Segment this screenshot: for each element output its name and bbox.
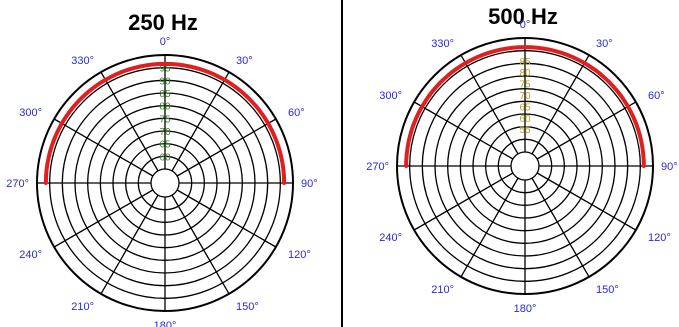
angle-tick-label: 60° [288, 107, 305, 119]
grid-spoke [536, 101, 637, 160]
grid-spoke [53, 118, 154, 177]
radial-tick-label: 60 [519, 114, 531, 125]
angle-tick-label: 150° [596, 284, 619, 296]
grid-spoke [171, 194, 230, 295]
radial-tick-label: 70 [159, 127, 171, 138]
grid-spoke [176, 189, 277, 248]
angle-tick-label: 90° [661, 161, 678, 173]
grid-spoke [531, 177, 590, 278]
radial-tick-label: 60 [159, 152, 171, 163]
radial-tick-label: 85 [159, 89, 171, 100]
radial-tick-label: 65 [159, 140, 171, 151]
radial-tick-label: 85 [519, 57, 531, 68]
grid-spoke [100, 71, 159, 172]
angle-tick-label: 0° [160, 36, 171, 48]
angle-tick-label: 270° [366, 161, 389, 173]
angle-tick-label: 300° [379, 90, 402, 102]
radial-tick-label: 55 [519, 125, 531, 136]
grid-spoke [536, 172, 637, 231]
grid-spoke [176, 118, 277, 177]
angle-tick-label: 30° [596, 38, 613, 50]
panel-divider [341, 0, 343, 327]
angle-tick-label: 210° [71, 301, 94, 313]
angle-tick-label: 90° [301, 178, 318, 190]
angle-tick-label: 150° [236, 301, 259, 313]
grid-spoke [100, 194, 159, 295]
grid-spoke [413, 101, 514, 160]
series-curve [404, 45, 646, 168]
angle-tick-label: 240° [379, 232, 402, 244]
grid-spoke [460, 54, 519, 155]
radial-tick-label: 75 [159, 114, 171, 125]
radial-tick-label: 95 [159, 64, 171, 75]
grid-spoke [460, 177, 519, 278]
series-curve [43, 61, 287, 185]
radial-tick-label: 80 [519, 68, 531, 79]
radial-tick-label: 80 [159, 102, 171, 113]
chart-title-250hz: 250 Hz [128, 10, 198, 35]
angle-tick-label: 180° [514, 303, 537, 315]
radial-tick-label: 75 [519, 80, 531, 91]
angle-tick-label: 240° [19, 249, 42, 261]
angle-tick-label: 120° [648, 232, 671, 244]
grid-spoke [531, 54, 590, 155]
chart-title-500hz: 500 Hz [488, 4, 558, 29]
grid-spoke [413, 172, 514, 231]
angle-tick-label: 30° [236, 55, 253, 67]
angle-tick-label: 60° [648, 90, 665, 102]
angle-tick-label: 330° [431, 38, 454, 50]
grid-spoke [171, 71, 230, 172]
radial-tick-label: 70 [519, 91, 531, 102]
angle-tick-label: 270° [6, 178, 29, 190]
angle-tick-label: 330° [71, 55, 94, 67]
radial-tick-label: 65 [519, 102, 531, 113]
angle-tick-label: 210° [431, 284, 454, 296]
angle-tick-label: 180° [154, 320, 177, 327]
radial-tick-label: 90 [159, 76, 171, 87]
angle-tick-label: 0° [520, 19, 531, 31]
angle-tick-label: 120° [288, 249, 311, 261]
angle-tick-label: 300° [19, 107, 42, 119]
grid-spoke [53, 189, 154, 248]
